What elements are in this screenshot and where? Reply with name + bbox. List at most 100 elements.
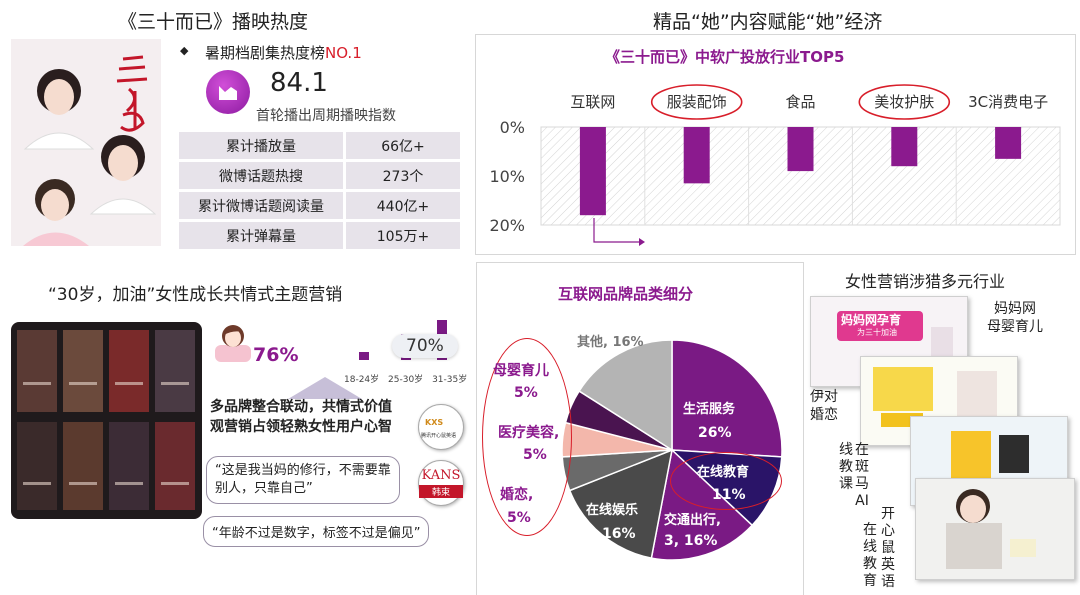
- y-tick-label: 0%: [500, 118, 525, 137]
- x-category-label: 美妆护肤: [874, 93, 934, 111]
- bullet-icon: ◆: [180, 44, 189, 57]
- bar-chart-title: 《三十而已》中软广投放行业TOP5: [605, 48, 845, 66]
- pie-label-baby: 母婴育儿: [493, 363, 549, 379]
- pie-label-traffic-pct: 3, 16%: [664, 533, 718, 549]
- logo-caption: 韩束: [419, 485, 463, 498]
- stat-value: 105万+: [343, 222, 460, 249]
- y-tick-label: 10%: [489, 167, 525, 186]
- quote-bubble-2: “年龄不过是数字，标签不过是偏见”: [203, 516, 430, 547]
- drama-heat-title: 《三十而已》播映热度: [118, 11, 309, 33]
- female-user-icon: [214, 323, 252, 367]
- label-kxs-col1: 在线教育: [862, 522, 878, 590]
- bar-美妆护肤: [891, 127, 918, 167]
- diverse-industry-title: 女性营销涉猎多元行业: [845, 272, 1006, 291]
- quote-line: 别人，只靠自己”: [215, 481, 313, 496]
- pie-label-marriage-pct: 5%: [507, 510, 531, 526]
- label-line: 伊对: [810, 389, 838, 405]
- table-row: 累计弹幕量 105万+: [179, 222, 460, 249]
- stat-value: 273个: [343, 162, 460, 189]
- bar-食品: [787, 127, 814, 172]
- x-category-label: 互联网: [570, 93, 615, 111]
- pie-chart-title: 互联网品牌品类细分: [558, 285, 694, 303]
- connector-arrow: [593, 218, 645, 246]
- label-line: 母婴育儿: [987, 319, 1043, 335]
- pie-label-marriage: 婚恋,: [500, 487, 534, 503]
- industry-bar-chart: 0% 10% 20% 互联网 服装配饰 食品 美妆护肤 3C消费电子: [489, 84, 1061, 235]
- pie-label-traffic: 交通出行,: [664, 513, 721, 528]
- quote-line: “这是我当妈的修行，不需要靠: [215, 463, 391, 478]
- shot-subtitle: 为三十加油: [857, 328, 897, 337]
- label-banma-col2: 在斑马AI: [854, 442, 870, 510]
- age-tick-label: 31-35岁: [432, 375, 468, 385]
- x-category-label: 服装配饰: [667, 93, 727, 111]
- age-tick-label: 25-30岁: [388, 375, 424, 385]
- y-tick-label: 20%: [489, 216, 525, 235]
- label-line: 线教课: [839, 442, 853, 492]
- logo-wordmark: KANS: [421, 468, 461, 483]
- table-row: 累计微博话题阅读量 440亿+: [179, 192, 460, 219]
- pie-label-med: 医疗美容,: [498, 425, 560, 441]
- campaign-title: “30岁，加油”女性成长共情式主题营销: [48, 285, 343, 305]
- label-kxs-col2: 开心鼠英语: [880, 506, 896, 591]
- drama-poster: [11, 39, 161, 246]
- up-arrow-shape: [288, 377, 362, 399]
- table-row: 微博话题热搜 273个: [179, 162, 460, 189]
- stats-table: 累计播放量 66亿+ 微博话题热搜 273个 累计微博话题阅读量 440亿+ 累计弹幕…: [179, 129, 460, 252]
- label-line: 在线教育: [863, 522, 877, 589]
- quote-bubble-1: “这是我当妈的修行，不需要靠 别人，只靠自己”: [206, 456, 400, 504]
- index-label: 首轮播出周期播映指数: [256, 108, 396, 124]
- highlight-oval: [858, 84, 951, 120]
- highlight-oval: [650, 84, 743, 120]
- stat-label: 累计弹幕量: [179, 222, 343, 249]
- age-bar: [359, 352, 369, 360]
- screenshot-kaixinshu: [915, 478, 1075, 580]
- label-mamawang: 妈妈网 母婴育儿: [987, 300, 1043, 336]
- x-category-label: 3C消费电子: [968, 93, 1048, 111]
- label-banma-col1: 线教课: [838, 442, 854, 493]
- pie-slice-在线娱乐: [568, 448, 673, 559]
- summary-line: 观营销占领轻熟女性用户心智: [210, 419, 392, 435]
- shot-title: 妈妈网孕育: [841, 313, 902, 327]
- pie-label-other: 其他, 16%: [577, 335, 644, 350]
- age-tick-label: 18-24岁: [344, 375, 380, 385]
- label-line: 婚恋: [810, 407, 838, 423]
- bar-服装配饰: [683, 127, 710, 184]
- summary-text: 多品牌整合联动，共情式价值 观营销占领轻熟女性用户心智: [210, 397, 392, 437]
- content-economy-title: 精品“她”内容赋能“她”经济: [653, 11, 883, 33]
- pie-label-baby-pct: 5%: [514, 385, 538, 401]
- kaixinshu-logo: KXS 腾讯开心鼠英语: [418, 404, 464, 450]
- brand-pie-chart: [561, 339, 783, 561]
- small-category-oval: [482, 338, 572, 536]
- stat-label: 累计微博话题阅读量: [179, 192, 343, 219]
- edu-highlight-oval: [670, 452, 782, 510]
- pie-slice-生活服务: [671, 339, 783, 458]
- female-percent: 76%: [253, 344, 299, 366]
- logo-caption: 腾讯开心鼠英语: [421, 433, 457, 439]
- chart-area-icon: [206, 70, 250, 114]
- label-yidui: 伊对 婚恋: [810, 388, 838, 424]
- stat-label: 累计播放量: [179, 132, 343, 159]
- stat-value: 66亿+: [343, 132, 460, 159]
- label-line: 妈妈网: [994, 301, 1036, 317]
- weibo-post-collage: [11, 322, 202, 519]
- pie-label-life-pct: 26%: [698, 425, 732, 441]
- bar-互联网: [579, 127, 606, 216]
- age-percent-badge: 70%: [392, 334, 458, 358]
- x-category-label: 食品: [785, 93, 815, 111]
- stat-label: 微博话题热搜: [179, 162, 343, 189]
- pie-label-ent-pct: 16%: [602, 526, 636, 542]
- kans-logo: KANS 韩束: [418, 460, 464, 506]
- pie-label-ent: 在线娱乐: [586, 503, 639, 518]
- table-row: 累计播放量 66亿+: [179, 132, 460, 159]
- stat-value: 440亿+: [343, 192, 460, 219]
- summary-line: 多品牌整合联动，共情式价值: [210, 399, 392, 415]
- bar-3C消费电子: [995, 127, 1022, 159]
- pie-label-med-pct: 5%: [523, 447, 547, 463]
- rank-text: 暑期档剧集热度榜: [205, 44, 326, 62]
- index-value: 84.1: [270, 68, 328, 98]
- label-line: 在斑马AI: [855, 442, 869, 509]
- label-line: 开心鼠英语: [881, 506, 895, 590]
- rank-line: 暑期档剧集热度榜NO.1: [205, 42, 362, 63]
- pie-slice-其他: [578, 339, 673, 452]
- rank-value: NO.1: [325, 44, 362, 62]
